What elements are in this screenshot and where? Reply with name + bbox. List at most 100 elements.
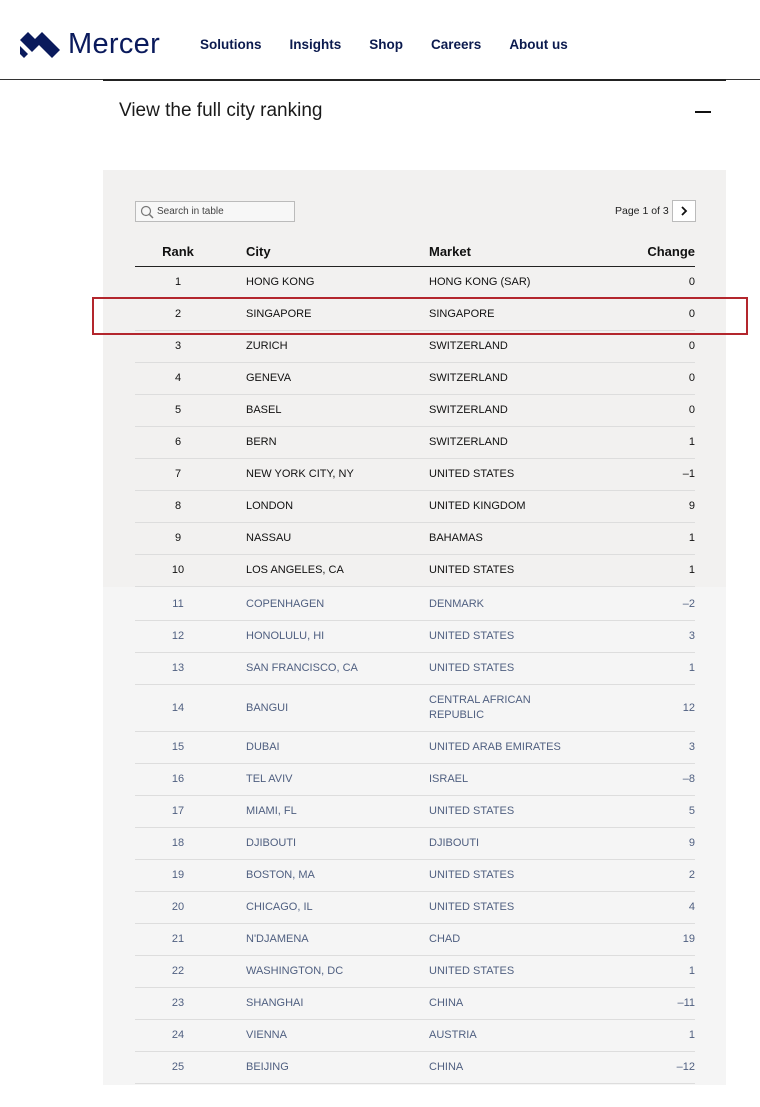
city: SHANGHAI — [246, 997, 304, 1009]
table-row: 4 GENEVA SWITZERLAND 0 — [135, 363, 695, 395]
rank: 17 — [171, 805, 185, 817]
market: UNITED KINGDOM — [429, 500, 526, 512]
rank: 2 — [174, 308, 182, 320]
header-row: Rank City Market Change — [135, 241, 695, 267]
rank: 22 — [171, 965, 185, 977]
rank: 9 — [174, 532, 182, 544]
city: WASHINGTON, DC — [246, 965, 344, 977]
market: AUSTRIA — [429, 1029, 477, 1041]
market: UNITED STATES — [429, 468, 515, 480]
column-header[interactable]: Market — [429, 244, 471, 259]
market: CHINA — [429, 1061, 464, 1073]
table-row: 6 BERN SWITZERLAND 1 — [135, 427, 695, 459]
table-row: 12 HONOLULU, HI UNITED STATES 3 — [135, 621, 695, 653]
table-row: 8 LONDON UNITED KINGDOM 9 — [135, 491, 695, 523]
city: TEL AVIV — [246, 773, 293, 785]
rank: 19 — [171, 869, 185, 881]
market: UNITED STATES — [429, 630, 515, 642]
nav-item[interactable]: About us — [509, 37, 568, 52]
table-row: 9 NASSAU BAHAMAS 1 — [135, 523, 695, 555]
nav-item[interactable]: Solutions — [200, 37, 262, 52]
city: DJIBOUTI — [246, 837, 297, 849]
rank: 6 — [174, 436, 182, 448]
market: DJIBOUTI — [429, 837, 480, 849]
city: NASSAU — [246, 532, 292, 544]
pagination: Page 1 of 3 — [615, 205, 669, 217]
city: COPENHAGEN — [246, 598, 325, 610]
table-row: 18 DJIBOUTI DJIBOUTI 9 — [135, 828, 695, 860]
city: NEW YORK CITY, NY — [246, 468, 354, 480]
market: UNITED STATES — [429, 805, 515, 817]
change: 1 — [688, 436, 695, 448]
rank: 8 — [174, 500, 182, 512]
table-row: 3 ZURICH SWITZERLAND 0 — [135, 331, 695, 363]
city: SINGAPORE — [246, 308, 312, 320]
market: SWITZERLAND — [429, 436, 508, 448]
market: UNITED STATES — [429, 901, 515, 913]
rank: 1 — [174, 276, 182, 288]
divider — [103, 79, 726, 81]
highlight-box — [92, 297, 748, 335]
table-row: 23 SHANGHAI CHINA –11 — [135, 988, 695, 1020]
rank: 24 — [171, 1029, 185, 1041]
change: 0 — [688, 340, 695, 352]
table-row: 2 SINGAPORE SINGAPORE 0 — [135, 299, 695, 331]
change: –12 — [676, 1061, 695, 1073]
market: DENMARK — [429, 598, 485, 610]
city: SAN FRANCISCO, CA — [246, 662, 358, 674]
change: –1 — [682, 468, 695, 480]
market: SWITZERLAND — [429, 404, 508, 416]
table-row: 22 WASHINGTON, DC UNITED STATES 1 — [135, 956, 695, 988]
search-box[interactable]: Search in table — [135, 201, 295, 222]
change: 19 — [682, 933, 695, 945]
market: UNITED STATES — [429, 869, 515, 881]
change: 1 — [688, 965, 695, 977]
city: N'DJAMENA — [246, 933, 309, 945]
table-row: 15 DUBAI UNITED ARAB EMIRATES 3 — [135, 732, 695, 764]
market: ISRAEL — [429, 773, 469, 785]
rank: 16 — [171, 773, 185, 785]
market: UNITED STATES — [429, 564, 515, 576]
column-header[interactable]: Change — [647, 244, 695, 259]
table-row: 16 TEL AVIV ISRAEL –8 — [135, 764, 695, 796]
ranking-table: Rank City Market Change 1 HONG KONG HONG KONG … — [135, 241, 695, 1084]
city: BEIJING — [246, 1061, 289, 1073]
city: BOSTON, MA — [246, 869, 315, 881]
rank: 7 — [174, 468, 182, 480]
column-header[interactable]: Rank — [162, 244, 194, 259]
nav-item[interactable]: Insights — [289, 37, 342, 52]
market: CENTRAL AFRICAN REPUBLIC — [429, 694, 531, 721]
nav-item[interactable]: Shop — [369, 37, 404, 52]
nav-item[interactable]: Careers — [431, 37, 482, 52]
market: CHINA — [429, 997, 464, 1009]
logo[interactable]: Mercer — [68, 28, 161, 60]
table-panel-fade — [103, 587, 726, 1085]
logo-icon — [20, 32, 60, 58]
table-row: 24 VIENNA AUSTRIA 1 — [135, 1020, 695, 1052]
change: 0 — [688, 308, 695, 320]
market: UNITED ARAB EMIRATES — [429, 741, 561, 753]
city: DUBAI — [246, 741, 280, 753]
change: 1 — [688, 662, 695, 674]
change: 9 — [688, 500, 695, 512]
table-row: 1 HONG KONG HONG KONG (SAR) 0 — [135, 267, 695, 299]
change: 0 — [688, 404, 695, 416]
city: BERN — [246, 436, 277, 448]
market: SINGAPORE — [429, 308, 495, 320]
change: 12 — [682, 701, 695, 714]
column-header[interactable]: City — [246, 244, 271, 259]
table-row: 7 NEW YORK CITY, NY UNITED STATES –1 — [135, 459, 695, 491]
market: UNITED STATES — [429, 662, 515, 674]
table-row: 5 BASEL SWITZERLAND 0 — [135, 395, 695, 427]
next-page[interactable] — [672, 200, 696, 222]
market: UNITED STATES — [429, 965, 515, 977]
market: BAHAMAS — [429, 532, 483, 544]
table-row: 10 LOS ANGELES, CA UNITED STATES 1 — [135, 555, 695, 587]
section-title[interactable]: View the full city ranking — [119, 100, 323, 121]
collapse-toggle[interactable] — [695, 111, 711, 113]
table-row: 13 SAN FRANCISCO, CA UNITED STATES 1 — [135, 653, 695, 685]
table-row: 14 BANGUI CENTRAL AFRICAN REPUBLIC 12 — [135, 685, 695, 732]
change: 9 — [688, 837, 695, 849]
rank: 18 — [171, 837, 185, 849]
chevron — [681, 206, 688, 216]
